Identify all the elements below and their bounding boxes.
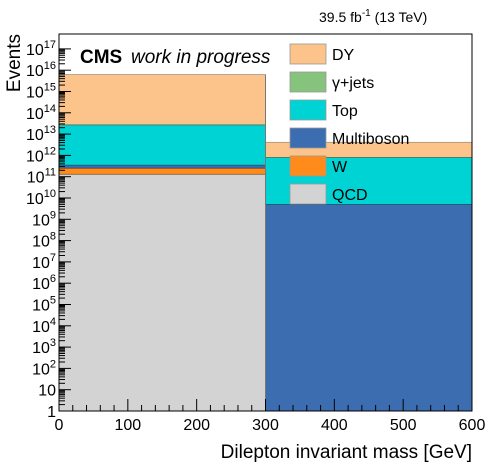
y-tick-label: 1016: [26, 60, 56, 80]
legend-swatch: [289, 127, 327, 149]
x-tick-label: 100: [114, 417, 141, 434]
bar-multiboson-bin-1: [265, 204, 473, 412]
y-tick-label: 105: [32, 294, 56, 314]
bar-multiboson-bin-0: [58, 164, 266, 169]
legend: DY γ+jets Top Multiboson W QCD: [289, 43, 409, 205]
y-axis-title: Events: [4, 34, 25, 92]
legend-swatch: [289, 71, 327, 93]
y-tick-label: 1014: [26, 103, 56, 123]
cms-label: CMS: [80, 47, 122, 68]
x-axis-ticks: 0 100 200 300 400 500 600: [55, 399, 486, 434]
bar-qcd-bin-0: [58, 173, 266, 412]
luminosity-value: 39.5 fb: [319, 9, 362, 25]
x-axis-title: Dilepton invariant mass [GeV]: [221, 442, 472, 463]
bar-dy-bin-0: [58, 74, 266, 126]
legend-swatch: [289, 99, 327, 121]
x-tick-label: 300: [252, 417, 279, 434]
y-tick-label: 107: [32, 252, 56, 272]
luminosity-label: 39.5 fb-1 (13 TeV): [319, 8, 427, 25]
y-tick-label: 109: [32, 209, 56, 229]
x-tick-label: 0: [55, 417, 64, 434]
y-tick-label: 1012: [26, 145, 56, 165]
y-tick-label: 10: [38, 383, 56, 400]
luminosity-energy: (13 TeV): [371, 9, 428, 25]
y-tick-label: 1: [47, 404, 56, 421]
work-in-progress-label: work in progress: [131, 47, 271, 68]
y-tick-label: 1011: [27, 167, 56, 187]
x-tick-label: 600: [459, 417, 486, 434]
histogram-bars: [58, 74, 473, 412]
y-axis-ticks: 1101021031041051061071081091010101110121…: [26, 39, 71, 421]
y-tick-label: 108: [32, 231, 56, 251]
legend-label: Top: [332, 103, 358, 120]
legend-label: QCD: [332, 187, 368, 204]
y-tick-label: 103: [32, 337, 56, 357]
x-tick-label: 500: [390, 417, 417, 434]
y-tick-label: 102: [32, 358, 56, 378]
y-tick-label: 1015: [26, 81, 56, 101]
y-tick-label: 1010: [26, 188, 56, 208]
luminosity-unit-exponent: -1: [362, 8, 371, 19]
legend-swatch: [289, 43, 327, 65]
x-tick-label: 400: [321, 417, 348, 434]
legend-swatch: [289, 155, 327, 177]
y-tick-label: 1013: [26, 124, 56, 144]
legend-label: Multiboson: [332, 131, 409, 148]
bar-w-bin-0: [58, 167, 266, 175]
legend-label: γ+jets: [332, 75, 374, 92]
y-tick-label: 106: [32, 273, 56, 293]
x-tick-label: 200: [183, 417, 210, 434]
legend-swatch: [289, 183, 327, 205]
y-tick-label: 104: [32, 316, 56, 336]
legend-label: W: [332, 159, 348, 176]
bar-top-bin-0: [58, 124, 266, 166]
y-tick-label: 1017: [26, 39, 56, 59]
legend-label: DY: [332, 47, 355, 64]
